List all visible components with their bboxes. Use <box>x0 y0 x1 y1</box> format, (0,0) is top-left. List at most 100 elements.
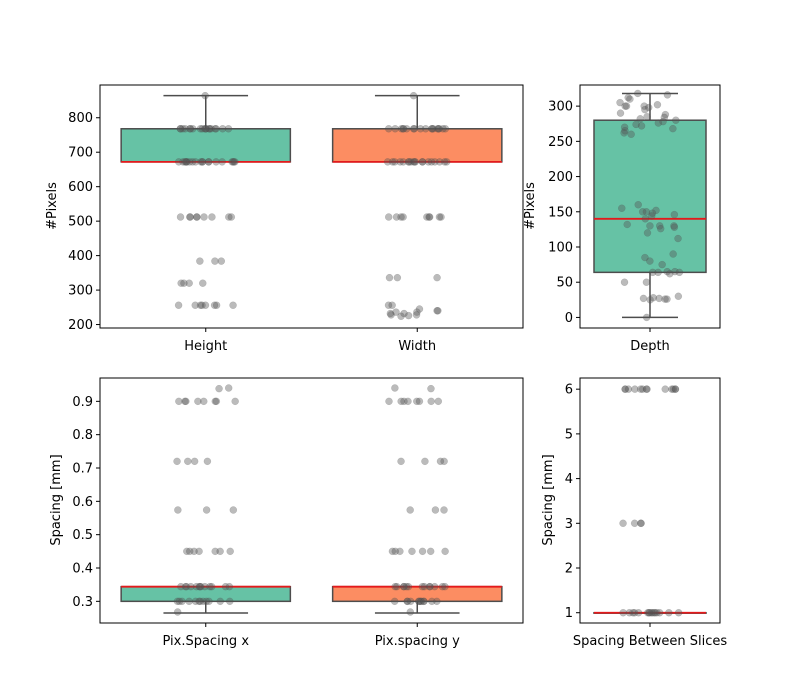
data-point <box>174 301 183 310</box>
data-point <box>622 102 631 110</box>
data-point <box>641 253 649 262</box>
data-point <box>201 91 209 100</box>
data-point <box>435 125 443 133</box>
data-point <box>203 457 212 466</box>
data-point <box>659 117 667 126</box>
data-point <box>178 597 186 606</box>
data-point <box>201 125 210 133</box>
y-tick-label: 200 <box>548 170 573 185</box>
data-point <box>412 311 421 319</box>
data-point <box>212 397 221 406</box>
data-point <box>185 279 193 287</box>
panel-height-width: #Pixels 200 300 400 500 600 700 800 Height Width <box>45 84 524 354</box>
y-tick-label: 0.6 <box>72 495 93 510</box>
x-tick-label: Pix.spacing y <box>375 634 460 649</box>
data-point <box>649 293 658 302</box>
data-point <box>400 309 408 318</box>
data-point <box>424 158 433 166</box>
data-point <box>441 547 449 556</box>
data-point <box>646 222 654 230</box>
data-point <box>651 608 659 617</box>
data-point <box>630 608 639 617</box>
x-tick-label: Depth <box>630 339 670 354</box>
box-body <box>331 128 503 163</box>
data-point <box>669 385 678 393</box>
data-point <box>434 307 442 315</box>
data-point <box>420 597 428 606</box>
data-point <box>175 397 183 406</box>
data-point <box>442 158 451 166</box>
data-point <box>192 582 201 591</box>
data-point <box>385 273 394 282</box>
data-point <box>647 608 656 617</box>
data-point <box>656 224 665 233</box>
axes-frame <box>99 377 524 624</box>
data-point <box>634 200 642 209</box>
axes-frame <box>579 377 721 624</box>
data-point <box>668 385 676 393</box>
data-point <box>420 597 428 606</box>
data-point <box>418 158 427 166</box>
y-tick-label: 5 <box>565 427 573 442</box>
data-point <box>430 582 439 591</box>
data-point <box>205 597 213 606</box>
ylabel: #Pixels <box>523 182 538 230</box>
data-point <box>654 268 662 277</box>
data-point <box>645 608 653 617</box>
y-tick-label: 2 <box>565 562 573 577</box>
data-point <box>201 582 209 591</box>
data-point <box>197 158 205 166</box>
data-point <box>403 597 412 606</box>
data-point <box>386 309 395 318</box>
data-point <box>413 397 421 406</box>
data-point <box>440 457 448 466</box>
panel-slice-spacing: Spacing [mm] 1 2 3 4 5 6 Spacing Between Slice… <box>541 377 727 649</box>
data-point <box>670 210 679 219</box>
data-point <box>616 109 625 117</box>
data-point <box>404 582 413 591</box>
y-tick-label: 3 <box>565 517 573 532</box>
data-point <box>185 547 194 556</box>
data-point <box>427 158 436 166</box>
data-point <box>654 119 663 127</box>
data-point <box>195 582 204 591</box>
data-point <box>661 110 670 119</box>
data-point <box>181 158 189 166</box>
data-point <box>663 91 672 99</box>
data-point <box>225 582 234 591</box>
data-point <box>423 213 431 221</box>
data-point <box>674 234 682 243</box>
data-point <box>437 213 445 221</box>
data-point <box>225 213 233 221</box>
data-point <box>428 125 436 133</box>
data-point <box>196 125 205 133</box>
data-point <box>199 597 207 606</box>
ylabel: Spacing [mm] <box>49 454 64 545</box>
data-point <box>182 582 191 591</box>
data-point <box>181 125 189 133</box>
data-point <box>391 125 399 133</box>
data-point <box>658 260 666 269</box>
data-point <box>388 301 396 310</box>
data-point <box>397 125 406 133</box>
x-tick-label: Spacing Between Slices <box>573 634 727 649</box>
y-tick-label: 0.5 <box>72 528 93 543</box>
data-point <box>212 125 220 133</box>
data-point <box>207 582 216 591</box>
data-point <box>198 158 207 166</box>
data-point <box>672 116 680 124</box>
ylabel: #Pixels <box>45 182 60 230</box>
data-point <box>388 158 397 166</box>
data-point <box>218 125 227 133</box>
data-point <box>230 158 238 166</box>
data-point <box>619 608 627 617</box>
y-tick-label: 50 <box>556 276 573 291</box>
data-point <box>433 273 441 282</box>
panel-depth: #Pixels 0 50 100 150 200 250 300 Depth <box>523 84 721 354</box>
data-point <box>426 582 434 591</box>
data-point <box>415 597 423 606</box>
data-point <box>670 223 679 232</box>
data-point <box>428 597 436 606</box>
data-point <box>641 215 650 223</box>
axes-frame <box>579 84 721 329</box>
